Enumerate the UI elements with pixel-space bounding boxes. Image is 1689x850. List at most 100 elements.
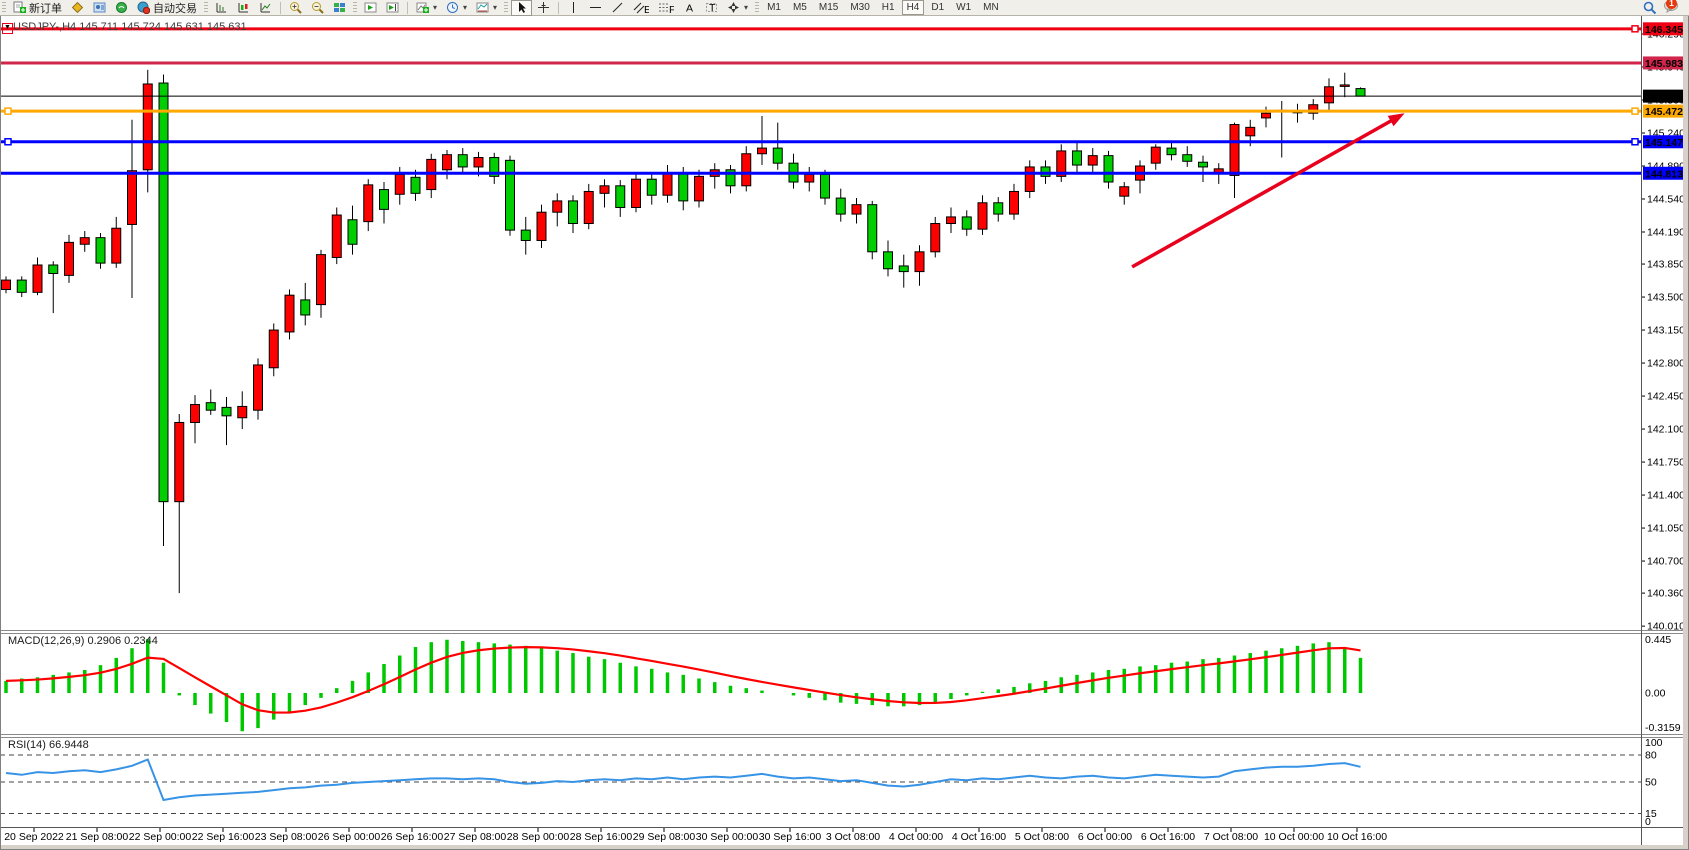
price-tick-label: 141.750 (1647, 457, 1685, 469)
candle (851, 204, 862, 215)
navigator-button[interactable] (89, 0, 110, 16)
market-watch-button[interactable] (67, 0, 88, 16)
fibonacci-tool-button[interactable]: F (654, 0, 678, 16)
candle (347, 219, 358, 245)
rsi-line[interactable] (5, 758, 1361, 802)
candle (1087, 155, 1098, 166)
chart-shift-button[interactable] (382, 0, 403, 16)
timeframe-button-m15[interactable]: M15 (818, 2, 839, 13)
line-handle[interactable] (1631, 138, 1639, 146)
svg-text:E: E (644, 4, 649, 14)
candle (662, 172, 673, 196)
text-label-tool-button[interactable]: T (701, 0, 722, 16)
candle (1355, 88, 1366, 97)
timeframe-button-w1[interactable]: W1 (956, 2, 972, 13)
terminal-button[interactable] (111, 0, 132, 16)
candle (1229, 124, 1240, 176)
vertical-line-icon (573, 2, 575, 13)
toolbar-grip[interactable] (204, 1, 208, 14)
date-label: 22 Sep 16:00 (192, 831, 255, 843)
clock-icon (447, 2, 459, 13)
bar-chart-button[interactable] (211, 0, 232, 16)
date-label: 30 Sep 00:00 (696, 831, 759, 843)
arrows-tool-button[interactable]: ▾ (723, 0, 752, 16)
new-order-button[interactable]: 新订单 (9, 0, 66, 16)
zoom-in-icon (290, 2, 302, 14)
price-tick-label: 143.150 (1647, 325, 1685, 337)
auto-scroll-button[interactable] (360, 0, 381, 16)
date-label: 29 Sep 08:00 (633, 831, 696, 843)
vertical-line-tool-button[interactable] (563, 0, 584, 16)
line-chart-button[interactable] (255, 0, 276, 16)
rsi-scale-label: 50 (1645, 777, 1657, 789)
candle (930, 223, 941, 253)
trend-arrow-line[interactable] (1131, 115, 1399, 269)
candle (583, 190, 594, 225)
tile-windows-button[interactable] (329, 0, 350, 16)
toolbar-grip[interactable] (353, 1, 357, 14)
candlestick-chart-button[interactable] (233, 0, 254, 16)
candle (205, 402, 216, 411)
date-label: 3 Oct 08:00 (826, 831, 880, 843)
timeframe-button-m30[interactable]: M30 (850, 2, 870, 13)
price-level-label: 145.472 (1645, 106, 1683, 118)
autotrading-label: 自动交易 (153, 2, 197, 15)
object-marker-icon[interactable]: ▼ (2, 23, 13, 34)
autotrading-button[interactable]: 自动交易 (133, 0, 201, 16)
trend-arrow-head[interactable] (1387, 113, 1405, 127)
toolbar-grip[interactable] (2, 1, 6, 14)
periods-button[interactable]: ▾ (442, 0, 471, 16)
line-handle[interactable] (1631, 107, 1639, 115)
zoom-out-button[interactable] (307, 0, 328, 16)
candle (883, 251, 893, 270)
timeframe-button-m5[interactable]: M5 (792, 2, 807, 13)
indicators-button[interactable]: ▾ (412, 0, 441, 16)
price-tick-label: 140.360 (1647, 588, 1685, 600)
notification-button[interactable]: 1 (1663, 0, 1679, 16)
terminal-icon (116, 2, 127, 13)
candle (394, 173, 405, 195)
date-label: 6 Oct 16:00 (1141, 831, 1195, 843)
candle (536, 211, 547, 241)
timeframe-button-h4[interactable]: H4 (901, 0, 925, 15)
date-label: 10 Oct 16:00 (1327, 831, 1387, 843)
candle (410, 176, 421, 194)
price-level-box (1643, 89, 1687, 103)
cursor-tool-button[interactable] (511, 0, 533, 16)
crosshair-tool-button[interactable] (533, 0, 554, 16)
price-level-label: 145.983 (1645, 58, 1683, 70)
price-tick-label: 142.100 (1647, 424, 1685, 436)
equidistant-channel-tool-button[interactable]: E (629, 0, 653, 16)
line-handle[interactable] (1631, 25, 1639, 33)
date-label: 20 Sep 2022 (4, 831, 64, 843)
date-label: 28 Sep 00:00 (507, 831, 570, 843)
horizontal-line-icon (590, 7, 602, 8)
trendline-tool-button[interactable] (607, 0, 628, 16)
candle (1, 279, 11, 291)
timeframe-button-h1[interactable]: H1 (881, 2, 895, 13)
rsi-scale-label: 100 (1645, 737, 1663, 749)
line-handle[interactable] (4, 138, 12, 146)
date-label: 26 Sep 00:00 (318, 831, 381, 843)
templates-button[interactable]: ▾ (472, 0, 501, 16)
candle (1056, 150, 1067, 177)
candle (1339, 84, 1350, 87)
text-tool-button[interactable]: A (679, 0, 700, 16)
candle (32, 264, 43, 293)
candle (1040, 166, 1051, 177)
right-strip (1683, 16, 1689, 850)
search-icon[interactable] (1643, 1, 1657, 15)
timeframe-button-d1[interactable]: D1 (931, 2, 945, 13)
date-label: 6 Oct 00:00 (1078, 831, 1132, 843)
price-tick-label: 144.540 (1647, 193, 1685, 205)
toolbar-grip[interactable] (755, 1, 760, 14)
toolbar-grip[interactable] (504, 1, 509, 14)
price-level-box (1643, 56, 1687, 70)
zoom-in-button[interactable] (285, 0, 306, 16)
rsi-scale-label: 15 (1645, 808, 1657, 820)
timeframe-button-mn[interactable]: MN (983, 2, 999, 13)
timeframe-button-m1[interactable]: M1 (767, 2, 781, 13)
horizontal-line-tool-button[interactable] (585, 0, 606, 16)
line-handle[interactable] (4, 107, 12, 115)
